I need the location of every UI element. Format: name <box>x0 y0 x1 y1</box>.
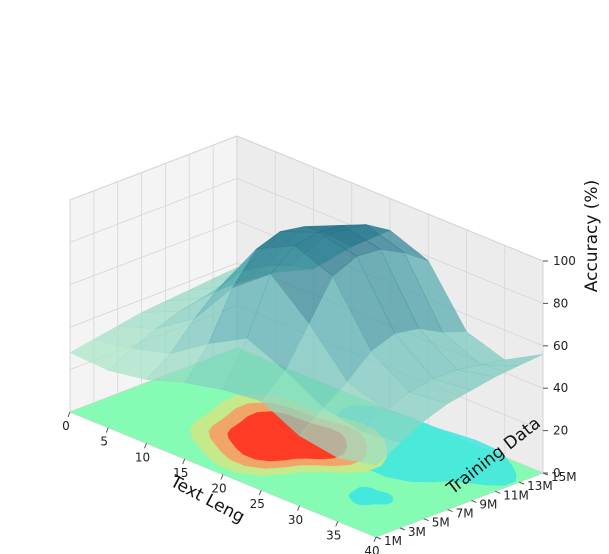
z-tick-label: 80 <box>553 296 568 310</box>
y-tick-label: 11M <box>503 488 529 502</box>
y-tick-label: 9M <box>479 497 497 511</box>
x-tick-mark <box>182 458 186 465</box>
contour-level-mid <box>348 486 393 506</box>
y-tick-mark <box>495 490 501 494</box>
y-tick-mark <box>423 518 429 522</box>
x-tick-label: 0 <box>62 419 70 433</box>
y-tick-mark <box>399 527 406 531</box>
x-tick-mark <box>297 505 300 511</box>
x-tick-mark <box>144 443 147 449</box>
y-tick-label: 15M <box>551 470 577 484</box>
x-tick-label: 15 <box>173 466 188 480</box>
y-tick-mark <box>447 509 453 513</box>
x-tick-label: 40 <box>364 544 379 554</box>
x-axis-ticks: 0 5 10 15 20 25 30 35 40 <box>62 411 380 554</box>
z-axis-ticks: 0 20 40 60 80 100 <box>543 254 576 480</box>
y-tick-label: 3M <box>408 525 426 539</box>
y-tick-mark <box>518 481 525 485</box>
z-tick-label: 40 <box>553 381 568 395</box>
x-tick-label: 30 <box>288 513 303 527</box>
x-tick-mark <box>258 489 262 496</box>
y-tick-label: 5M <box>432 516 450 530</box>
y-tick-mark <box>375 536 382 540</box>
x-tick-label: 20 <box>211 482 226 496</box>
x-tick-label: 35 <box>326 528 341 542</box>
z-tick-label: 20 <box>553 424 568 438</box>
y-tick-mark <box>471 499 477 503</box>
grid-line <box>69 177 544 304</box>
x-tick-label: 5 <box>100 435 108 449</box>
y-tick-label: 7M <box>456 507 474 521</box>
y-tick-label: 1M <box>384 534 402 548</box>
x-tick-label: 25 <box>250 497 265 511</box>
z-tick-label: 60 <box>553 339 568 353</box>
x-tick-mark <box>67 411 71 418</box>
x-tick-mark <box>105 427 109 433</box>
x-tick-mark <box>373 536 377 543</box>
contour-level-peak <box>227 411 347 462</box>
accuracy-surface <box>69 224 544 466</box>
x-tick-mark <box>335 521 339 527</box>
z-tick-label: 100 <box>553 254 576 268</box>
x-tick-label: 10 <box>135 450 150 464</box>
surface-patch <box>337 431 401 466</box>
grid-line <box>69 135 544 262</box>
z-tick-label: 0 <box>553 466 561 480</box>
x-tick-mark <box>220 474 224 480</box>
y-tick-label: 13M <box>527 479 553 493</box>
z-axis-label: Accuracy (%) <box>582 180 602 292</box>
